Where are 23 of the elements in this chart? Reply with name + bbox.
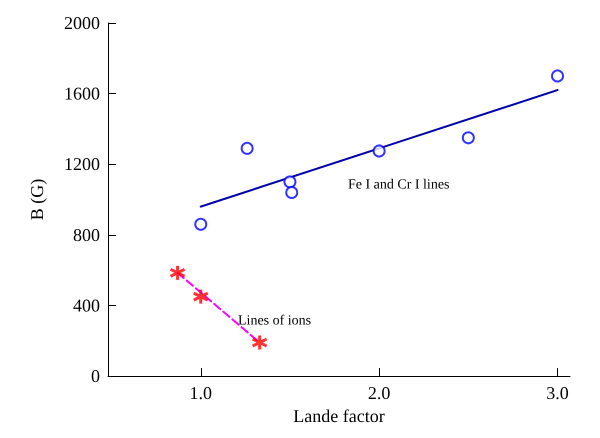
x-tick-label: 3.0	[546, 383, 569, 404]
annotation: Lines of ions	[238, 314, 312, 328]
point	[285, 186, 298, 199]
y-axis-title: B (G)	[27, 178, 47, 220]
y-tick-label: 2000	[64, 13, 100, 33]
annotation: Fe I and Cr I lines	[348, 178, 450, 192]
point	[192, 288, 210, 306]
x-tick-label: 1.0	[190, 383, 212, 404]
point	[194, 218, 208, 231]
y-tick-label: 800	[73, 224, 100, 245]
point	[551, 69, 564, 82]
point	[462, 131, 475, 144]
point	[251, 334, 268, 352]
y-tick-label: 1600	[64, 84, 100, 104]
point	[240, 142, 254, 155]
point	[169, 264, 186, 282]
y-tick-label: 0	[91, 366, 100, 386]
point	[372, 144, 386, 158]
point	[283, 175, 296, 188]
y-tick-label: 1200	[64, 154, 100, 174]
y-tick-label: 400	[73, 295, 100, 316]
x-tick-label: 2.0	[368, 383, 390, 404]
x-axis-title: Lande factor	[293, 406, 385, 426]
